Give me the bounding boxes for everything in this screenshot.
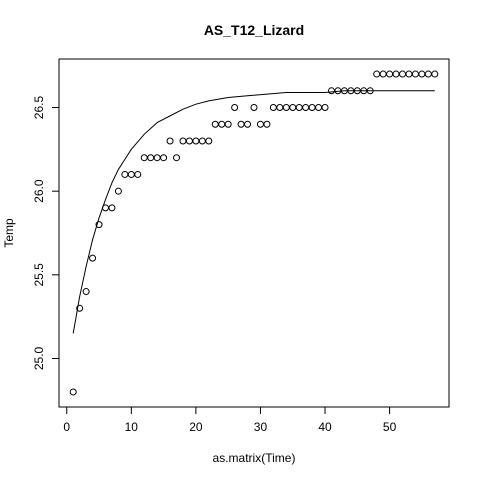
x-tick-label: 50 [383,420,397,434]
data-points [69,70,439,396]
data-point [263,120,271,128]
data-point [134,170,142,178]
data-point [321,104,329,112]
y-tick-label: 25.0 [32,346,46,370]
data-point [205,137,213,145]
x-tick-label: 30 [254,420,268,434]
data-point [160,154,168,162]
data-point [250,104,258,112]
y-tick-label: 26.5 [32,96,46,120]
data-point [89,254,97,262]
x-tick-label: 40 [318,420,332,434]
data-point [69,388,77,396]
y-tick-label: 25.5 [32,263,46,287]
y-axis: 25.0 25.5 26.0 26.5 [32,96,59,370]
plot-frame [58,58,450,408]
data-point [76,304,84,312]
data-point [95,221,103,229]
data-point [244,120,252,128]
data-point [366,87,374,95]
data-point [224,120,232,128]
data-point [166,137,174,145]
data-point [114,187,122,195]
data-point [82,288,90,296]
x-tick-label: 20 [189,420,203,434]
data-point [431,70,439,78]
x-tick-label: 0 [63,420,70,434]
data-point [108,204,116,212]
x-axis: 0 10 20 30 40 50 [63,407,397,434]
chart-title: AS_T12_Lizard [204,22,304,38]
data-point [173,154,181,162]
data-point [231,104,239,112]
x-tick-label: 10 [125,420,139,434]
y-tick-label: 26.0 [32,179,46,203]
x-axis-label: as.matrix(Time) [213,451,296,465]
y-axis-label: Temp [2,218,16,248]
